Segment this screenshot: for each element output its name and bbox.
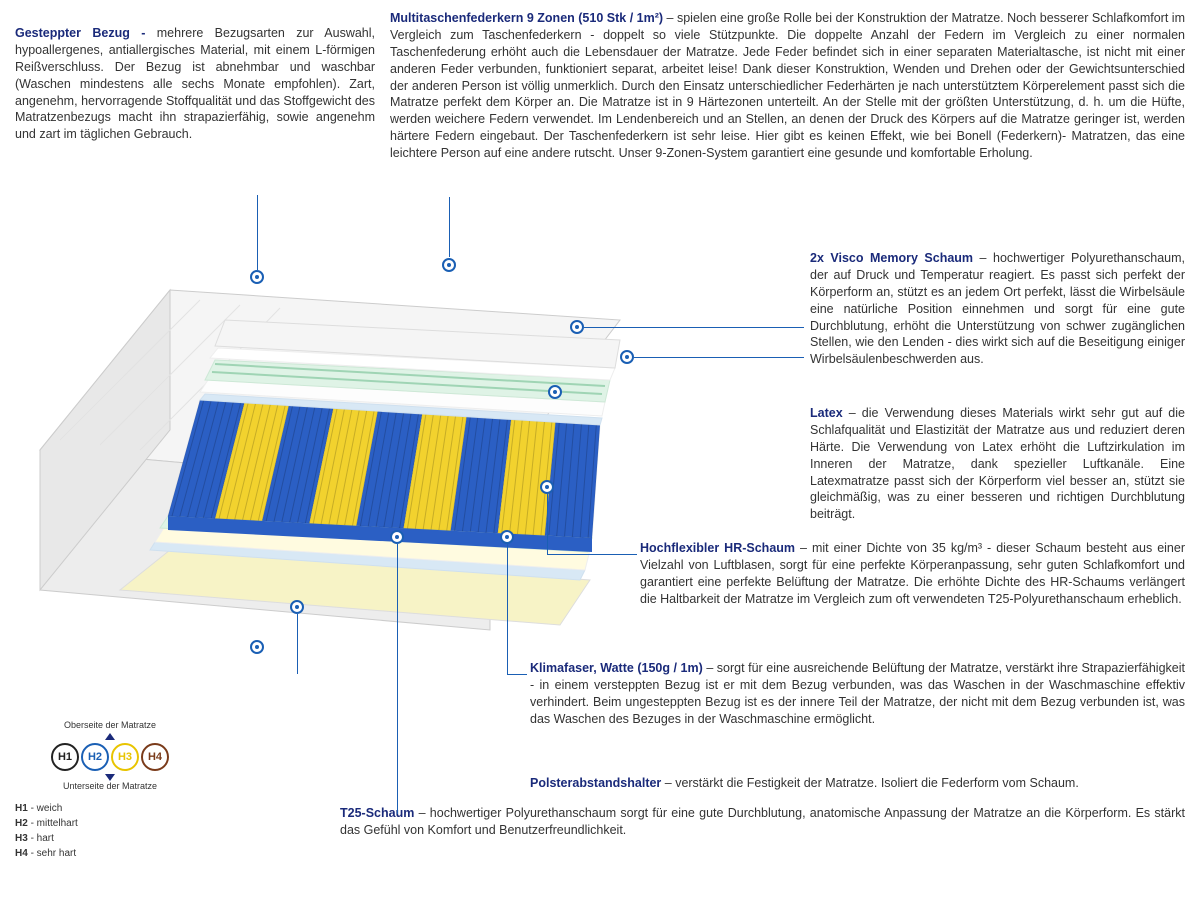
dot-polster1 — [540, 480, 554, 494]
lead-latex — [634, 357, 804, 358]
heading-bezug: Gesteppter Bezug - — [15, 26, 157, 40]
hardness-legend: Oberseite der Matratze H1H2H3H4 Untersei… — [15, 720, 205, 861]
body-bezug: mehrere Bezugsarten zur Auswahl, hypoall… — [15, 26, 375, 141]
dot-latex — [620, 350, 634, 364]
dot-federkern — [442, 258, 456, 272]
dot-visco2 — [548, 385, 562, 399]
lead-visco — [584, 327, 804, 328]
hardness-circle-h1: H1 — [51, 743, 79, 771]
section-polster: Polsterabstandshalter – verstärkt die Fe… — [530, 775, 1185, 792]
body-visco: – hochwertiger Polyurethanschaum, der au… — [810, 251, 1185, 366]
hardness-item-h1: H1 - weich — [15, 801, 205, 816]
dot-hr — [500, 530, 514, 544]
body-federkern: – spielen eine große Rolle bei der Konst… — [390, 11, 1185, 160]
lead-t25-v — [397, 544, 398, 814]
body-latex: – die Verwendung dieses Materials wirkt … — [810, 406, 1185, 521]
heading-latex: Latex — [810, 406, 843, 420]
lead-polster-v — [297, 614, 298, 674]
hardness-circles: H1H2H3H4 — [15, 743, 205, 771]
section-latex: Latex – die Verwendung dieses Materials … — [810, 405, 1185, 523]
lead-hr-v — [547, 494, 548, 554]
heading-t25: T25-Schaum — [340, 806, 414, 820]
hardness-item-h2: H2 - mittelhart — [15, 816, 205, 831]
arrow-up-icon — [105, 733, 115, 740]
hardness-list: H1 - weichH2 - mittelhartH3 - hartH4 - s… — [15, 801, 205, 861]
legend-bottom-label: Unterseite der Matratze — [15, 781, 205, 791]
lead-klima-h — [507, 674, 527, 675]
legend-top-label: Oberseite der Matratze — [15, 720, 205, 730]
hardness-circle-h2: H2 — [81, 743, 109, 771]
hardness-circle-h3: H3 — [111, 743, 139, 771]
heading-polster: Polsterabstandshalter — [530, 776, 661, 790]
body-t25: – hochwertiger Polyurethanschaum sorgt f… — [340, 806, 1185, 837]
dot-klimafaser — [290, 600, 304, 614]
body-polster: – verstärkt die Festigkeit der Matratze.… — [661, 776, 1079, 790]
dot-visco — [570, 320, 584, 334]
hardness-item-h3: H3 - hart — [15, 831, 205, 846]
section-klimafaser: Klimafaser, Watte (150g / 1m) – sorgt fü… — [530, 660, 1185, 728]
dot-t25-area — [390, 530, 404, 544]
section-hr: Hochflexibler HR-Schaum – mit einer Dich… — [640, 540, 1185, 608]
section-federkern: Multitaschenfederkern 9 Zonen (510 Stk /… — [390, 10, 1185, 162]
lead-federkern — [449, 197, 450, 257]
heading-klimafaser: Klimafaser, Watte (150g / 1m) — [530, 661, 703, 675]
lead-klima-v — [507, 544, 508, 674]
hardness-circle-h4: H4 — [141, 743, 169, 771]
heading-hr: Hochflexibler HR-Schaum — [640, 541, 795, 555]
mattress-diagram — [0, 230, 640, 660]
dot-bezug — [250, 270, 264, 284]
lead-hr-h — [547, 554, 637, 555]
section-bezug: Gesteppter Bezug - mehrere Bezugsarten z… — [15, 25, 375, 143]
section-t25: T25-Schaum – hochwertiger Polyurethansch… — [340, 805, 1185, 839]
heading-visco: 2x Visco Memory Schaum — [810, 251, 973, 265]
dot-polster2 — [250, 640, 264, 654]
section-visco: 2x Visco Memory Schaum – hochwertiger Po… — [810, 250, 1185, 368]
heading-federkern: Multitaschenfederkern 9 Zonen (510 Stk /… — [390, 11, 663, 25]
hardness-item-h4: H4 - sehr hart — [15, 846, 205, 861]
arrow-down-icon — [105, 774, 115, 781]
lead-bezug — [257, 195, 258, 270]
